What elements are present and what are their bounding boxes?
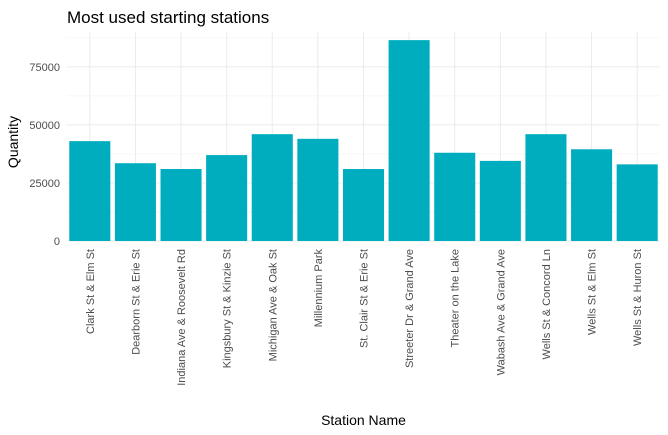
y-tick-label: 75000 [29,62,60,74]
bar [297,138,339,241]
bar [160,169,202,241]
x-tick-label: Theater on the Lake [450,249,462,347]
y-tick-label: 0 [54,236,60,248]
x-tick-label: Michigan Ave & Oak St [267,249,279,361]
x-tick-label: Wabash Ave & Grand Ave [495,249,507,375]
x-tick-label: Kingsbury St & Kinzie St [222,249,234,368]
x-tick-label: Clark St & Elm St [85,249,97,334]
bar [479,160,521,241]
x-tick-label: Wells St & Huron St [632,249,644,346]
bar [525,134,567,241]
x-tick-label: Wells St & Concord Ln [541,249,553,359]
bar [114,163,156,241]
bar [251,134,293,241]
bar [69,141,111,241]
y-tick-label: 25000 [29,178,60,190]
x-tick-label: Dearborn St & Erie St [130,249,142,355]
bar [388,40,430,241]
y-axis-title: Quantity [5,116,21,168]
bar [434,152,476,241]
chart-title: Most used starting stations [67,8,269,27]
bars [69,40,658,241]
y-axis-ticks: 0 25000 50000 75000 [29,62,60,248]
x-tick-label: Indiana Ave & Roosevelt Rd [176,249,188,386]
x-tick-label: Wells St & Elm St [587,249,599,335]
bar [571,149,613,241]
x-tick-label: Streeter Dr & Grand Ave [404,249,416,368]
bar [616,164,658,241]
x-axis-ticks: Clark St & Elm St Dearborn St & Erie St In… [85,249,644,386]
x-tick-label: St. Clair St & Erie St [359,249,371,348]
bar [206,155,248,241]
bar [342,169,385,241]
y-tick-label: 50000 [29,120,60,132]
x-axis-title: Station Name [321,412,406,428]
x-tick-label: Millennium Park [313,249,325,328]
